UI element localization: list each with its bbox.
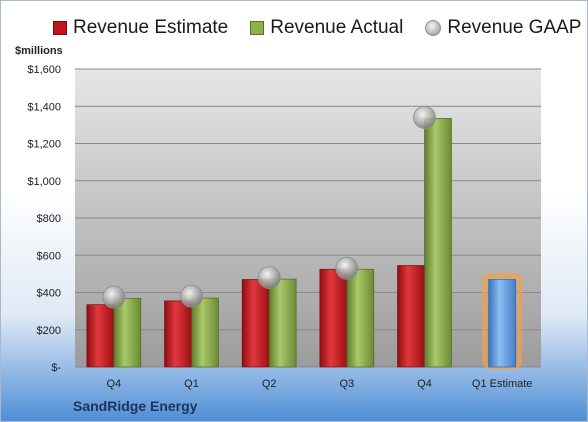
bar-actual	[346, 268, 375, 368]
bar-estimate-forecast	[488, 279, 516, 368]
x-tick-label: Q4	[417, 378, 432, 390]
gaap-point	[335, 256, 359, 280]
y-axis-ticks: $- $200 $400 $600 $800 $1,000 $1,200 $1,400 $1,6…	[27, 64, 61, 374]
legend-swatch-actual	[250, 21, 265, 35]
bar-estimate	[164, 300, 192, 368]
gaap-point	[180, 284, 203, 308]
y-tick-label: $400	[37, 288, 61, 300]
legend-label-estimate: Revenue Estimate	[73, 17, 229, 38]
x-tick-label: Q1	[184, 378, 199, 390]
x-axis-ticks: Q4 Q1 Q2 Q3 Q4 Q1 Estimate	[106, 378, 532, 390]
chart-legend: Revenue Estimate Revenue Actual Revenue …	[53, 17, 581, 39]
legend-label-actual: Revenue Actual	[270, 17, 404, 38]
legend-label-gaap: Revenue GAAP	[447, 17, 582, 38]
legend-item-gaap: Revenue GAAP	[425, 17, 581, 39]
x-tick-label: Q3	[339, 378, 354, 390]
y-tick-label: $1,400	[27, 101, 61, 113]
x-tick-label: Q2	[262, 378, 277, 390]
x-tick-label: Q4	[106, 378, 121, 390]
bar-actual	[268, 278, 297, 368]
legend-swatch-gaap	[425, 20, 442, 36]
legend-item-actual: Revenue Actual	[250, 17, 403, 39]
legend-swatch-estimate	[53, 21, 67, 35]
gaap-point	[257, 266, 281, 290]
y-axis-unit-label: $millions	[15, 45, 63, 57]
gaap-point	[413, 106, 436, 129]
y-tick-label: $800	[37, 213, 61, 225]
company-name: SandRidge Energy	[73, 398, 198, 414]
y-tick-label: $-	[51, 362, 61, 374]
y-tick-label: $200	[37, 325, 61, 337]
y-tick-label: $1,600	[27, 64, 61, 76]
x-tick-label: Q1 Estimate	[472, 378, 533, 390]
bar-actual	[191, 297, 219, 368]
bar-estimate	[86, 304, 115, 368]
bar-estimate	[241, 279, 270, 368]
bar-series	[86, 106, 523, 370]
bar-estimate	[397, 265, 425, 368]
gridlines	[75, 68, 541, 368]
bar-estimate	[319, 268, 348, 368]
bar-actual	[424, 118, 452, 368]
bar-actual	[113, 298, 142, 368]
y-tick-label: $600	[37, 250, 61, 262]
legend-item-estimate: Revenue Estimate	[53, 17, 228, 39]
y-tick-label: $1,000	[27, 176, 61, 188]
gaap-point	[102, 285, 126, 309]
y-tick-label: $1,200	[27, 139, 61, 151]
